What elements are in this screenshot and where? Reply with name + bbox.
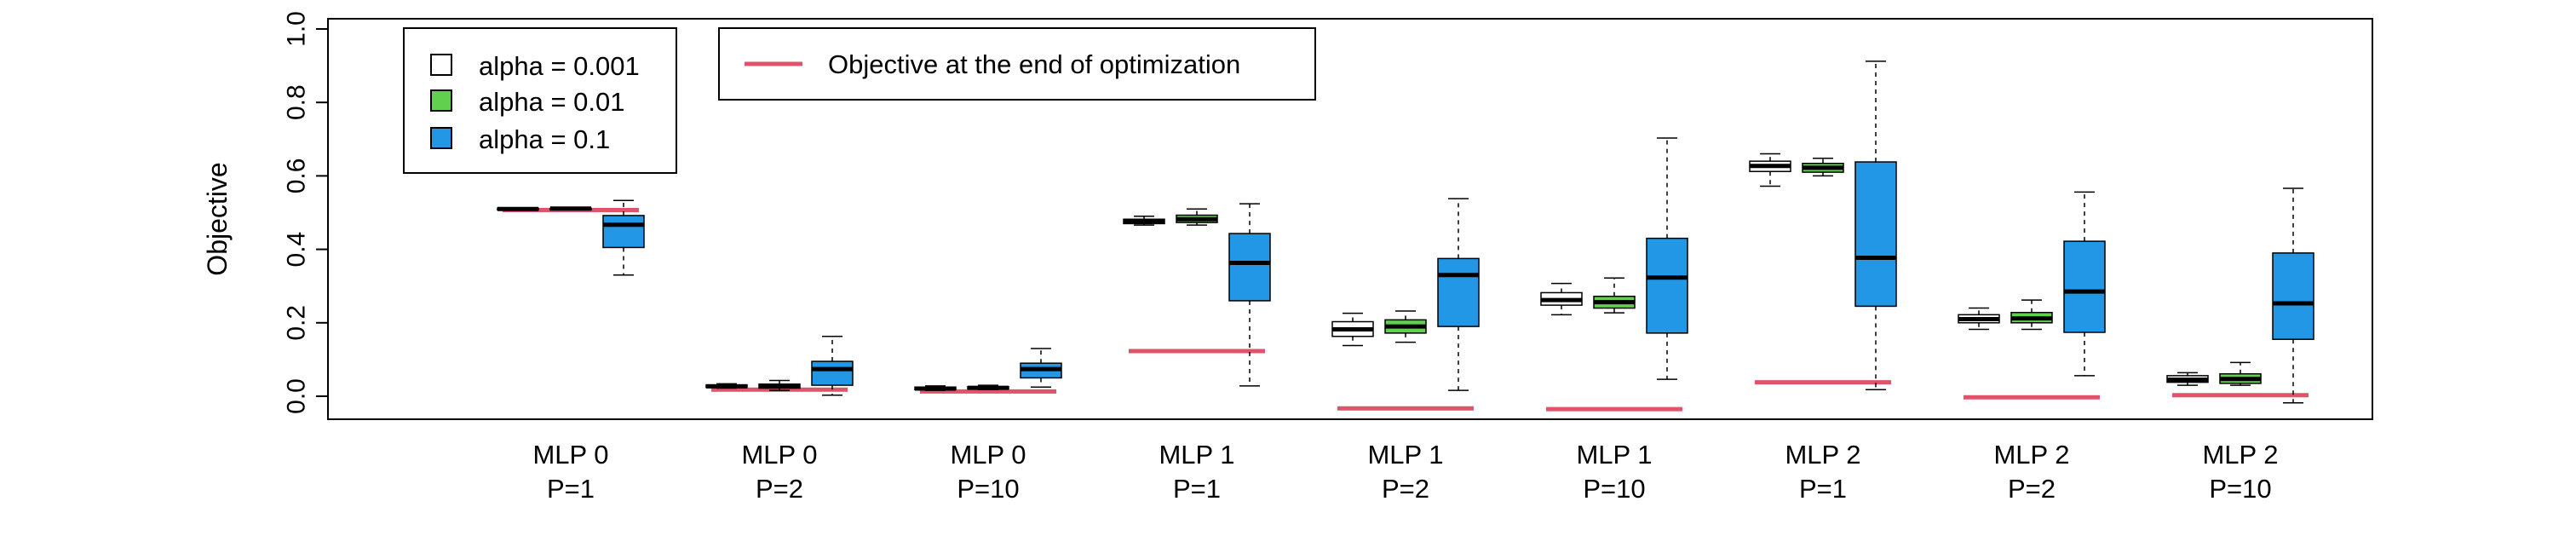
box — [1802, 157, 1844, 177]
legend-label-alpha-0001: alpha = 0.001 — [479, 51, 640, 81]
x-category-label-line1: MLP 0 — [741, 440, 817, 470]
reference-lines-layer — [503, 207, 2309, 412]
x-category-label-line1: MLP 1 — [1367, 440, 1443, 470]
box-iqr — [2063, 240, 2106, 333]
legend-swatch-alpha-01 — [430, 127, 452, 149]
legend-objective: Objective at the end of optimization — [718, 27, 1316, 101]
y-tick-label: 0.6 — [283, 158, 311, 194]
x-category-label-line2: P=10 — [2209, 474, 2271, 504]
legend-alpha: alpha = 0.001 alpha = 0.01 alpha = 0.1 — [403, 27, 677, 174]
x-category-label-line1: MLP 1 — [1159, 440, 1234, 470]
boxes-layer — [497, 61, 2314, 404]
box — [1540, 282, 1583, 316]
box — [1384, 310, 1427, 343]
box — [2166, 372, 2209, 386]
x-axis: MLP 0 P=1 MLP 0 P=2 MLP 0 P=10 MLP 1 P=1 MLP 1 P=… — [532, 440, 2278, 504]
y-tick-label: 0.8 — [283, 84, 311, 120]
x-category-label-line2: P=2 — [2008, 474, 2056, 504]
box-iqr — [1646, 237, 1688, 334]
box — [1854, 61, 1897, 390]
box — [914, 385, 957, 391]
x-category-label-line2: P=1 — [1173, 474, 1221, 504]
box — [2272, 187, 2314, 404]
box — [705, 383, 748, 389]
x-category-label-line1: MLP 2 — [1993, 440, 2069, 470]
y-tick-label: 1.0 — [283, 11, 311, 47]
x-category-label-line1: MLP 2 — [1785, 440, 1860, 470]
box — [1123, 216, 1165, 226]
legend-objective-frame — [718, 27, 1316, 101]
box — [1749, 153, 1791, 187]
legend-objective-label: Objective at the end of optimization — [828, 49, 1240, 79]
x-category-label-line2: P=2 — [1382, 474, 1429, 504]
y-axis-title: Objective — [202, 162, 233, 275]
box — [2010, 299, 2053, 331]
x-category-label-line2: P=10 — [1583, 474, 1645, 504]
box — [2063, 191, 2106, 377]
box — [1437, 198, 1480, 391]
x-category-label-line1: MLP 0 — [950, 440, 1026, 470]
x-category-label-line2: P=1 — [1799, 474, 1847, 504]
legend-swatch-alpha-0001 — [430, 54, 452, 76]
box — [1228, 203, 1271, 387]
box — [497, 206, 539, 211]
box-iqr — [1854, 161, 1897, 308]
box-iqr — [1228, 233, 1271, 302]
y-axis: 0.0 0.2 0.4 0.6 0.8 1.0 — [283, 11, 329, 414]
box-iqr — [602, 215, 645, 249]
y-tick-label: 0.2 — [283, 305, 311, 341]
box-iqr — [1437, 257, 1480, 327]
y-tick-label: 0.4 — [283, 232, 311, 268]
box — [1958, 307, 2000, 331]
box — [2219, 361, 2262, 386]
legend-label-alpha-001: alpha = 0.01 — [479, 87, 625, 117]
box — [758, 379, 801, 391]
x-category-label-line2: P=1 — [547, 474, 595, 504]
box — [1646, 137, 1688, 380]
box-iqr — [811, 360, 854, 386]
legend-label-alpha-01: alpha = 0.1 — [479, 124, 610, 154]
box — [1176, 208, 1218, 226]
x-category-label-line2: P=2 — [756, 474, 803, 504]
y-tick-label: 0.0 — [283, 378, 311, 414]
box — [1593, 277, 1636, 314]
box — [1331, 312, 1374, 347]
x-category-label-line1: MLP 1 — [1576, 440, 1652, 470]
x-category-label-line1: MLP 0 — [532, 440, 608, 470]
box — [549, 206, 592, 211]
x-category-label-line2: P=10 — [957, 474, 1019, 504]
legend-swatch-alpha-001 — [430, 89, 452, 112]
x-category-label-line1: MLP 2 — [2202, 440, 2278, 470]
box — [1020, 348, 1062, 388]
box — [811, 335, 854, 396]
box-iqr — [2272, 252, 2314, 340]
box — [967, 384, 1009, 390]
box — [602, 199, 645, 276]
